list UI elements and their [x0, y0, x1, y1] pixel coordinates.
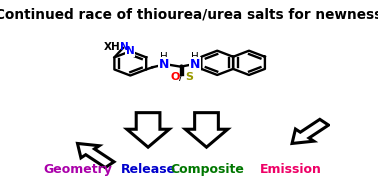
Polygon shape [77, 143, 114, 168]
Text: N: N [126, 46, 135, 56]
Polygon shape [185, 113, 228, 147]
Text: Geometry: Geometry [43, 163, 112, 176]
Text: N: N [190, 58, 200, 71]
Text: N: N [121, 42, 129, 52]
Text: Release: Release [121, 163, 176, 176]
Text: Emission: Emission [260, 163, 322, 176]
Text: H: H [160, 52, 168, 62]
Text: Composite: Composite [170, 163, 244, 176]
Text: /: / [179, 72, 183, 82]
Text: O: O [170, 72, 180, 82]
Text: S: S [185, 72, 193, 82]
Text: H: H [191, 52, 199, 62]
Text: N: N [159, 58, 169, 71]
Polygon shape [292, 119, 328, 143]
Polygon shape [127, 113, 169, 147]
Text: XH: XH [104, 42, 120, 52]
FancyBboxPatch shape [43, 0, 335, 188]
Text: Continued race of thiourea/urea salts for newness: Continued race of thiourea/urea salts fo… [0, 7, 378, 21]
